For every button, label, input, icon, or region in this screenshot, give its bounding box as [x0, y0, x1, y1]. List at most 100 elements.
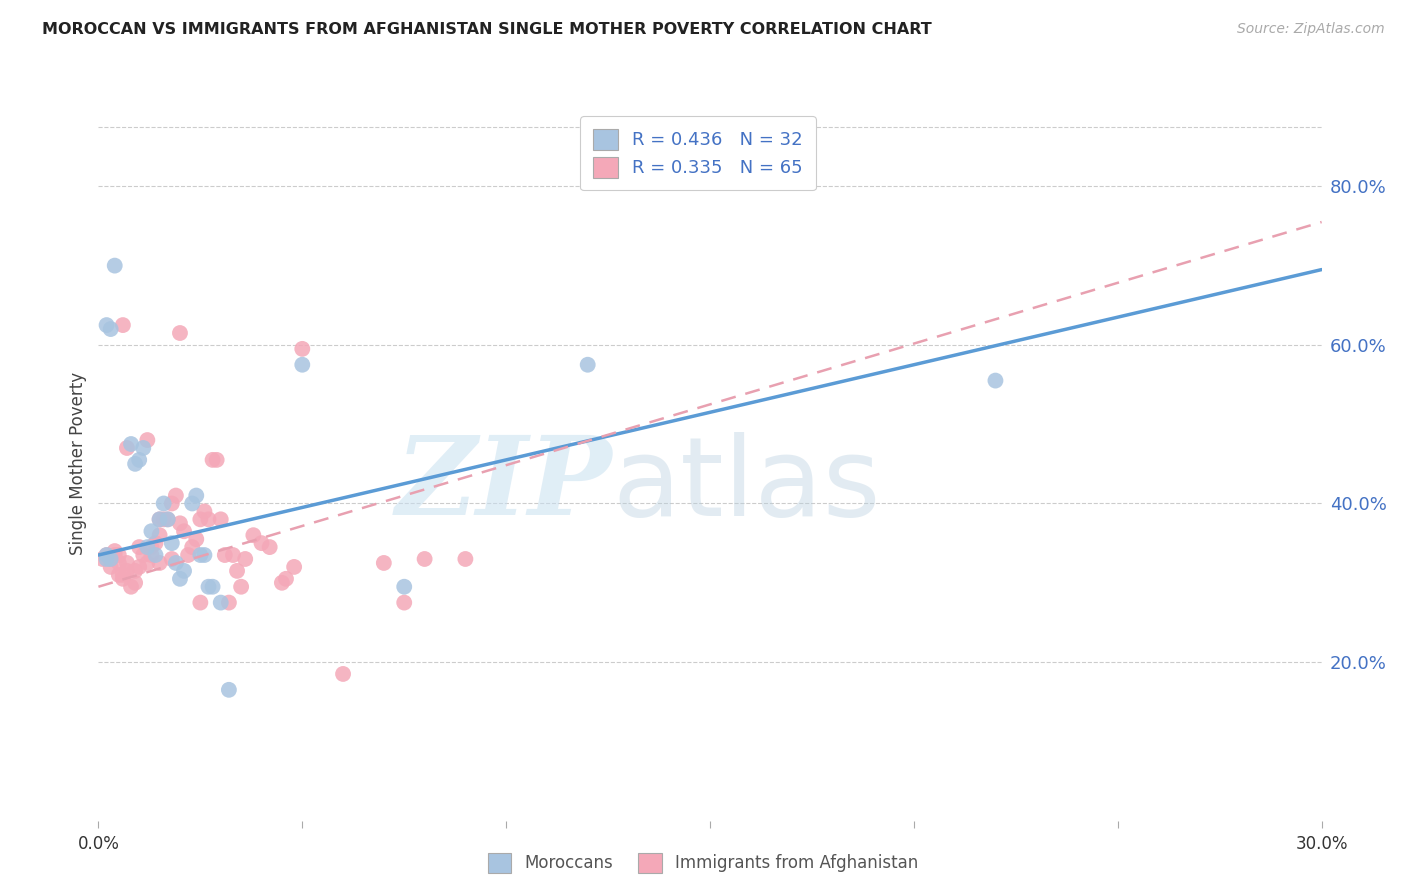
- Point: [141, 548, 163, 562]
- Point: [169, 516, 191, 531]
- Point: [209, 512, 232, 526]
- Point: [100, 552, 122, 566]
- Point: [188, 596, 212, 610]
- Point: [120, 580, 142, 594]
- Point: [149, 512, 172, 526]
- Point: [201, 580, 224, 594]
- Point: [104, 544, 127, 558]
- Point: [197, 512, 219, 526]
- Text: atlas: atlas: [612, 432, 880, 539]
- Point: [108, 567, 131, 582]
- Point: [188, 512, 212, 526]
- Point: [111, 572, 134, 586]
- Point: [173, 524, 195, 539]
- Point: [226, 564, 249, 578]
- Y-axis label: Single Mother Poverty: Single Mother Poverty: [69, 372, 87, 556]
- Point: [152, 512, 174, 526]
- Point: [108, 548, 131, 562]
- Point: [156, 512, 179, 526]
- Point: [373, 556, 395, 570]
- Point: [145, 536, 167, 550]
- Point: [149, 556, 172, 570]
- Legend: Moroccans, Immigrants from Afghanistan: Moroccans, Immigrants from Afghanistan: [481, 847, 925, 880]
- Point: [132, 441, 155, 455]
- Point: [186, 532, 208, 546]
- Point: [96, 548, 118, 562]
- Point: [173, 564, 195, 578]
- Point: [193, 504, 215, 518]
- Point: [250, 536, 273, 550]
- Point: [218, 596, 240, 610]
- Point: [259, 540, 281, 554]
- Text: Source: ZipAtlas.com: Source: ZipAtlas.com: [1237, 22, 1385, 37]
- Point: [104, 548, 127, 562]
- Point: [205, 453, 228, 467]
- Point: [104, 259, 127, 273]
- Point: [115, 556, 138, 570]
- Point: [233, 552, 256, 566]
- Point: [145, 548, 167, 562]
- Point: [392, 580, 416, 594]
- Point: [115, 564, 138, 578]
- Point: [100, 322, 122, 336]
- Text: ZIP: ZIP: [395, 432, 612, 539]
- Point: [209, 596, 232, 610]
- Point: [111, 567, 134, 582]
- Point: [188, 548, 212, 562]
- Point: [186, 489, 208, 503]
- Point: [201, 453, 224, 467]
- Point: [128, 560, 150, 574]
- Text: MOROCCAN VS IMMIGRANTS FROM AFGHANISTAN SINGLE MOTHER POVERTY CORRELATION CHART: MOROCCAN VS IMMIGRANTS FROM AFGHANISTAN …: [42, 22, 932, 37]
- Point: [96, 318, 118, 332]
- Point: [454, 552, 477, 566]
- Point: [214, 548, 236, 562]
- Point: [156, 512, 179, 526]
- Point: [283, 560, 305, 574]
- Point: [197, 580, 219, 594]
- Point: [128, 540, 150, 554]
- Point: [149, 512, 172, 526]
- Point: [120, 437, 142, 451]
- Point: [124, 457, 146, 471]
- Point: [160, 496, 183, 510]
- Point: [218, 682, 240, 697]
- Point: [291, 342, 314, 356]
- Point: [193, 548, 215, 562]
- Point: [124, 564, 146, 578]
- Point: [149, 528, 172, 542]
- Point: [115, 441, 138, 455]
- Point: [141, 540, 163, 554]
- Point: [169, 572, 191, 586]
- Point: [222, 548, 245, 562]
- Point: [242, 528, 264, 542]
- Point: [392, 596, 416, 610]
- Point: [124, 575, 146, 590]
- Point: [169, 326, 191, 340]
- Point: [984, 374, 1007, 388]
- Point: [160, 552, 183, 566]
- Point: [136, 556, 159, 570]
- Point: [332, 667, 354, 681]
- Point: [128, 453, 150, 467]
- Point: [231, 580, 253, 594]
- Point: [100, 560, 122, 574]
- Point: [136, 540, 159, 554]
- Point: [165, 556, 187, 570]
- Point: [152, 496, 174, 510]
- Point: [291, 358, 314, 372]
- Point: [413, 552, 436, 566]
- Point: [132, 548, 155, 562]
- Point: [91, 552, 114, 566]
- Point: [177, 548, 200, 562]
- Legend: R = 0.436   N = 32, R = 0.335   N = 65: R = 0.436 N = 32, R = 0.335 N = 65: [581, 116, 815, 190]
- Point: [576, 358, 599, 372]
- Point: [108, 556, 131, 570]
- Point: [111, 318, 134, 332]
- Point: [141, 524, 163, 539]
- Point: [100, 552, 122, 566]
- Point: [181, 496, 204, 510]
- Point: [274, 572, 297, 586]
- Point: [270, 575, 294, 590]
- Point: [165, 489, 187, 503]
- Point: [160, 536, 183, 550]
